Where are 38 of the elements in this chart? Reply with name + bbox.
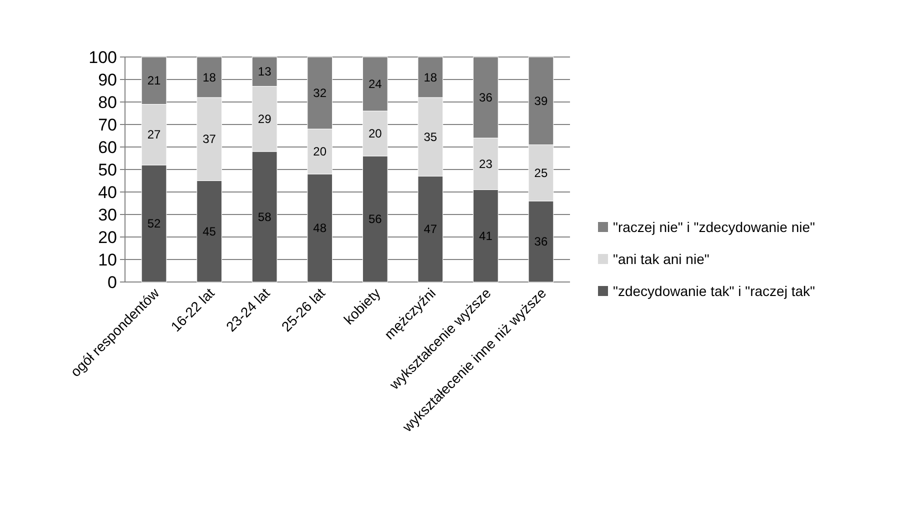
data-label: 36 xyxy=(479,90,493,104)
y-tick-label: 80 xyxy=(98,93,117,112)
data-label: 35 xyxy=(424,130,438,144)
y-tick-label: 40 xyxy=(98,183,117,202)
data-label: 29 xyxy=(258,112,272,126)
y-tick-label: 30 xyxy=(98,206,117,224)
data-label: 37 xyxy=(202,132,216,146)
y-tick-label: 70 xyxy=(98,116,117,134)
data-label: 18 xyxy=(202,70,216,84)
data-label: 20 xyxy=(313,144,327,158)
data-label: 39 xyxy=(534,94,548,108)
data-label: 47 xyxy=(424,222,438,236)
y-tick-label: 60 xyxy=(98,138,117,157)
data-label: 13 xyxy=(258,64,272,79)
data-label: 21 xyxy=(147,74,162,88)
data-label: 27 xyxy=(147,128,162,142)
data-label: 48 xyxy=(313,221,327,235)
data-label: 18 xyxy=(424,70,438,84)
legend-label: "ani tak ani nie" xyxy=(613,251,710,267)
y-tick-label: 20 xyxy=(98,228,117,247)
data-label: 45 xyxy=(202,224,216,238)
data-label: 23 xyxy=(479,156,493,171)
legend-label: "raczej nie" i "zdecydowanie nie" xyxy=(613,219,816,235)
y-tick-label: 0 xyxy=(108,273,117,292)
data-label: 41 xyxy=(479,228,493,243)
y-tick-label: 100 xyxy=(88,48,117,67)
data-label: 56 xyxy=(368,212,382,226)
data-label: 52 xyxy=(147,216,162,230)
y-tick-label: 10 xyxy=(98,250,117,270)
data-label: 24 xyxy=(368,77,382,91)
legend-label: "zdecydowanie tak" i "raczej tak" xyxy=(613,283,815,299)
y-tick-label: 50 xyxy=(98,160,117,180)
data-label: 58 xyxy=(258,210,272,224)
data-label: 25 xyxy=(534,166,548,180)
data-label: 20 xyxy=(368,126,382,140)
y-tick-label: 90 xyxy=(98,70,117,90)
data-label: 36 xyxy=(534,234,548,248)
data-label: 32 xyxy=(313,86,327,100)
